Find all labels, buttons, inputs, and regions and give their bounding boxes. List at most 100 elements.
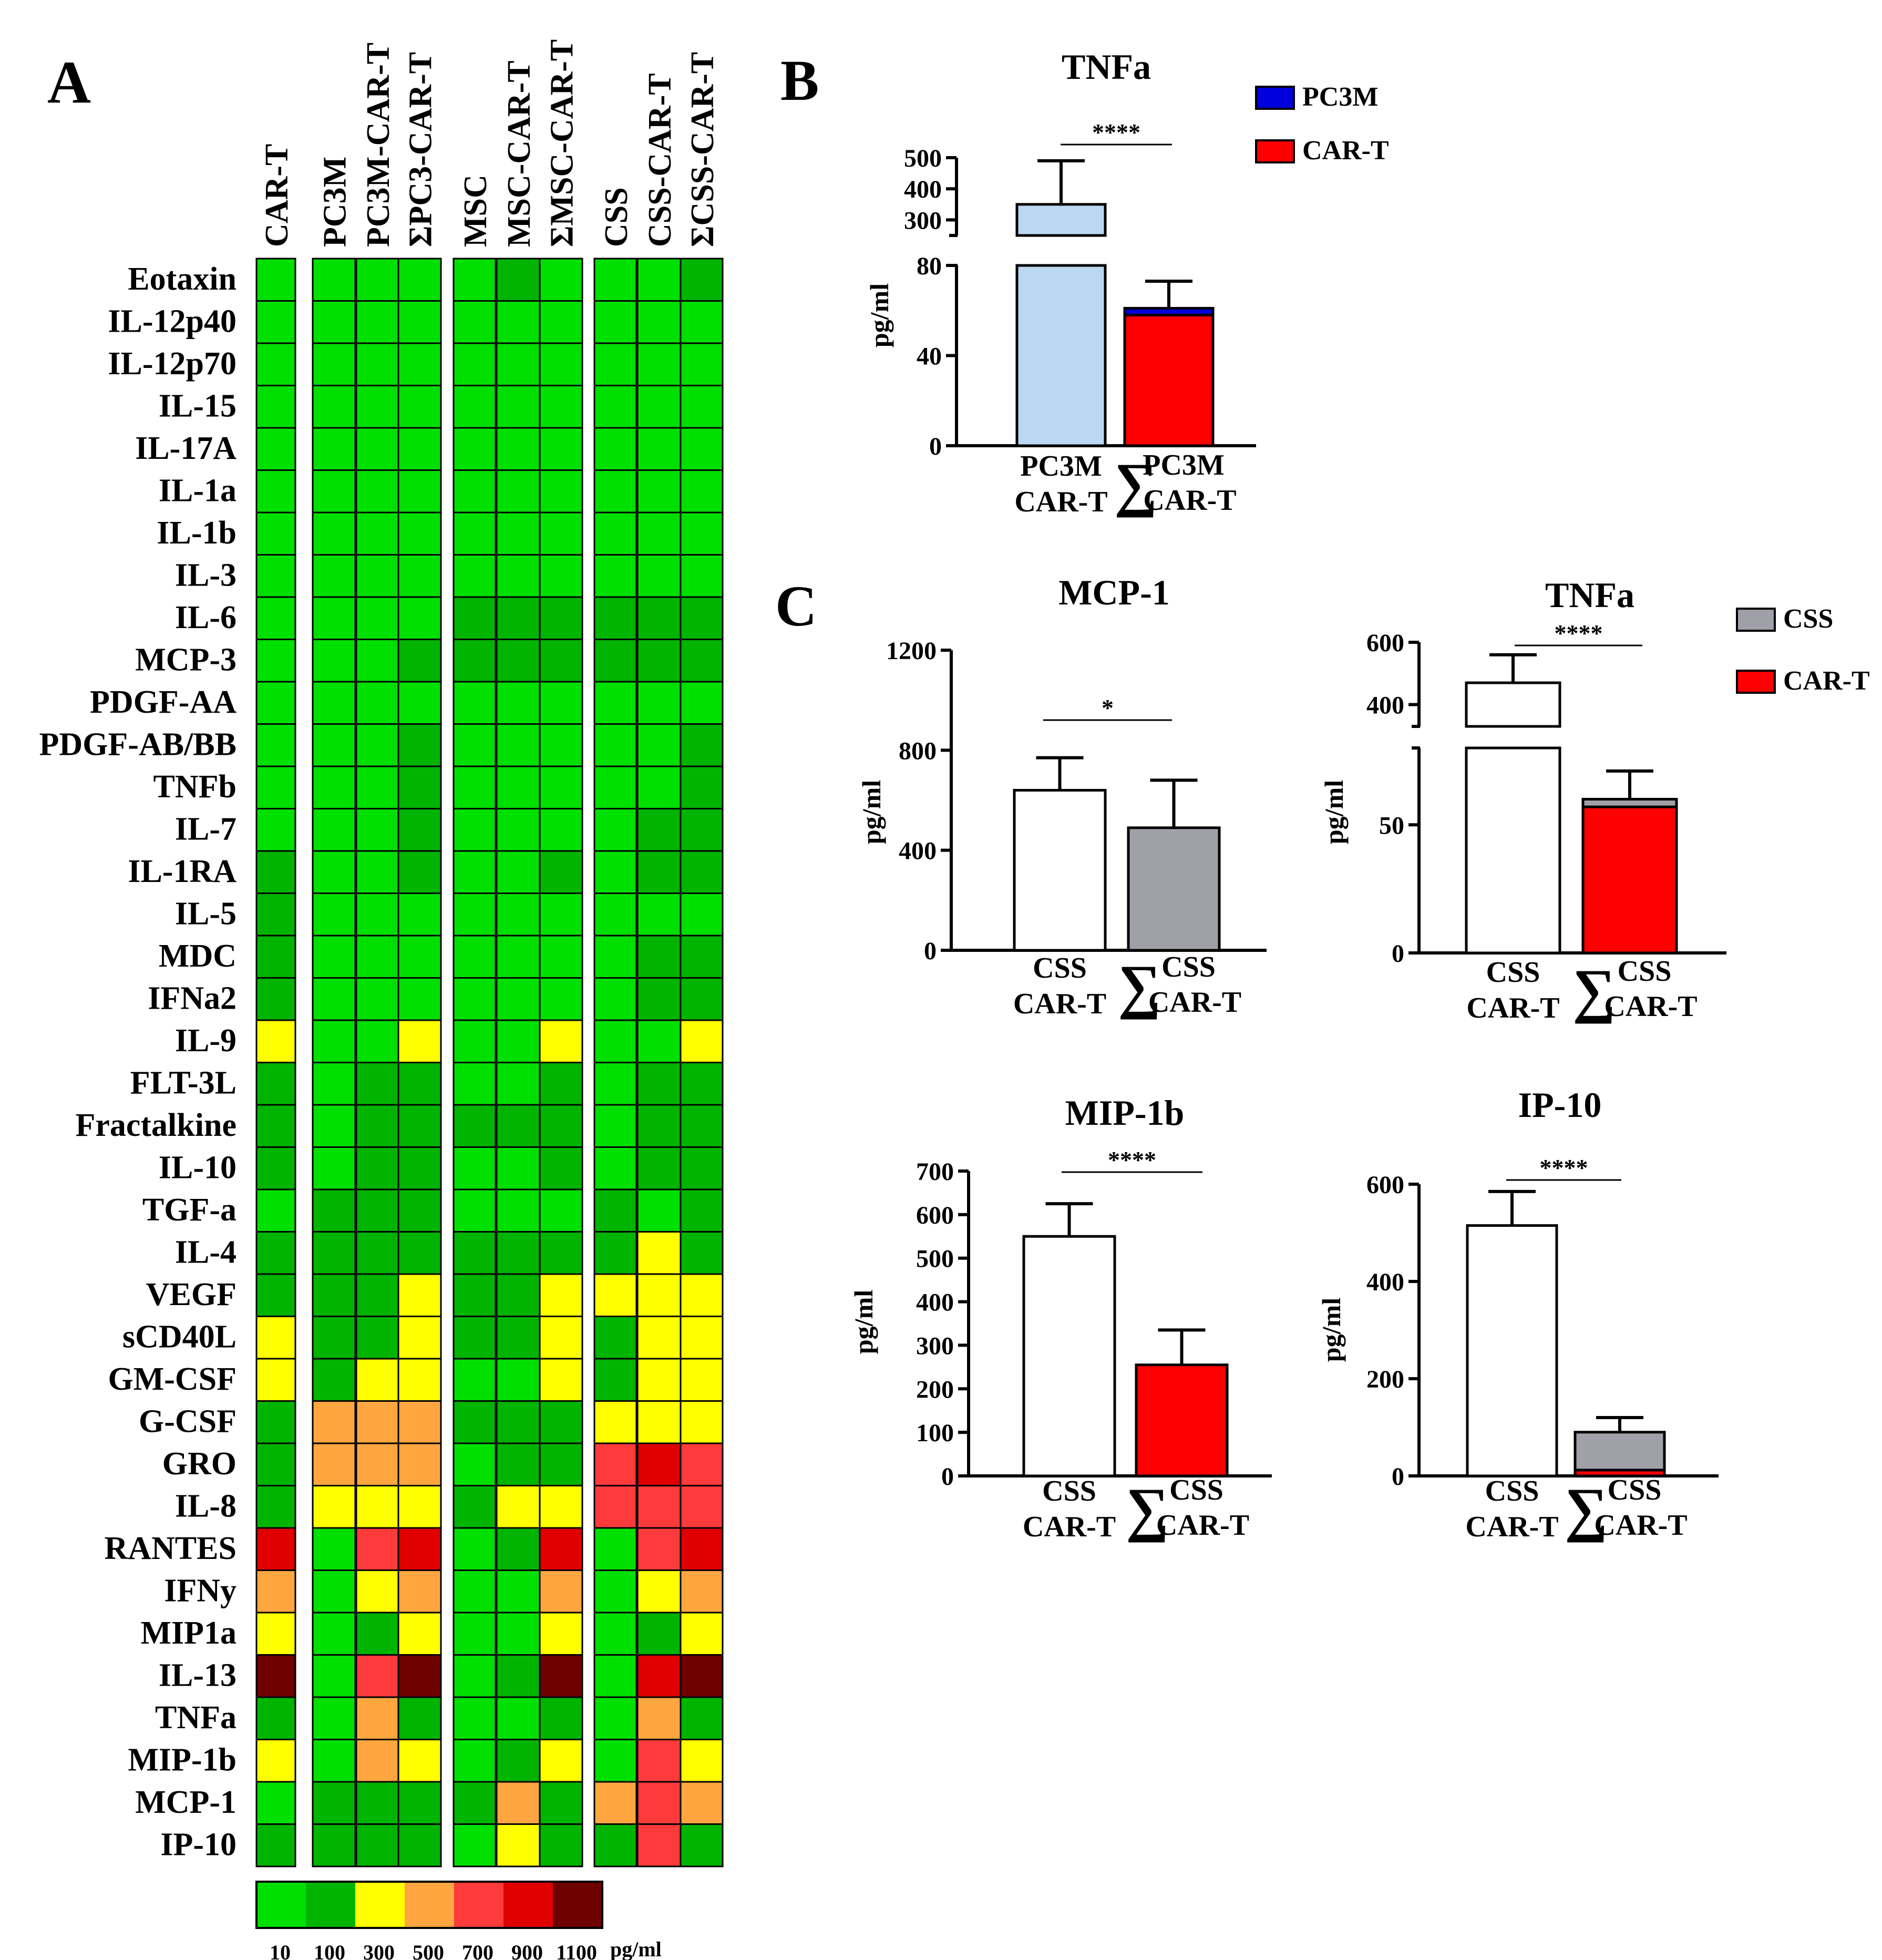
heatmap-cell-il-8-9 <box>680 1485 724 1529</box>
heatmap-cell-il-8-0 <box>255 1485 296 1529</box>
heatmap-cell-pdgf-ab-bb-4 <box>452 723 497 767</box>
heatmap-cell-il-1b-2 <box>355 511 399 556</box>
bar-segment-css <box>1581 798 1678 808</box>
heatmap-cell-il-1ra-9 <box>680 850 724 894</box>
heatmap-row-label: IL-10 <box>159 1150 236 1186</box>
heatmap-cell-ifna2-4 <box>452 977 497 1021</box>
heatmap-cell-il-6-6 <box>539 596 583 640</box>
heatmap-cell-il-4-9 <box>680 1231 724 1275</box>
x-category-label: CAR-T <box>1014 486 1107 518</box>
heatmap-cell-il-9-0 <box>255 1019 296 1063</box>
heatmap-cell-il-1ra-3 <box>397 850 442 894</box>
heatmap-cell-il-1ra-5 <box>496 850 541 894</box>
heatmap-cell-ifna2-7 <box>593 977 637 1021</box>
significance-marker: **** <box>1092 119 1140 146</box>
heatmap-cell-g-csf-1 <box>312 1400 356 1444</box>
heatmap-row-label: GRO <box>162 1446 236 1482</box>
heatmap-cell-il-17a-4 <box>452 427 497 471</box>
heatmap-cell-il-6-2 <box>355 596 399 640</box>
heatmap-cell-il-5-8 <box>636 892 682 937</box>
heatmap-cell-mcp-1-9 <box>680 1781 724 1825</box>
heatmap-cell-ifny-6 <box>539 1569 583 1614</box>
heatmap-cell-il-8-6 <box>539 1485 583 1529</box>
legend-swatch <box>1736 608 1776 632</box>
heatmap-column-label: CAR-T <box>259 144 295 247</box>
heatmap-cell-il-17a-3 <box>397 427 442 471</box>
heatmap-cell-il-12p40-4 <box>452 300 497 344</box>
heatmap-row-label: MCP-1 <box>135 1784 236 1820</box>
x-category-label: CSS <box>1033 952 1087 984</box>
heatmap-cell-il-17a-9 <box>680 427 724 471</box>
heatmap-cell-il-6-0 <box>255 596 296 640</box>
heatmap-cell-ip-10-8 <box>636 1823 682 1867</box>
heatmap-cell-tnfb-9 <box>680 765 724 809</box>
colorbar-swatch <box>454 1882 503 1928</box>
heatmap-cell-il-5-3 <box>397 892 442 937</box>
heatmap-cell-ifny-7 <box>593 1569 637 1614</box>
heatmap-cell-il-1ra-1 <box>312 850 356 894</box>
heatmap-cell-gm-csf-7 <box>593 1358 637 1402</box>
heatmap-cell-il-17a-5 <box>496 427 541 471</box>
heatmap-cell-il-3-4 <box>452 554 497 598</box>
heatmap-cell-mip1a-1 <box>312 1612 356 1656</box>
heatmap-cell-il-1b-8 <box>636 511 682 556</box>
bar-segment-combined <box>1465 746 1561 955</box>
heatmap-row-label: IL-17A <box>135 430 236 466</box>
y-axis-label: pg/ml <box>865 283 894 347</box>
heatmap-row-label: MIP1a <box>140 1615 236 1651</box>
heatmap-cell-mip-1b-0 <box>255 1739 296 1783</box>
heatmap-cell-tnfa-8 <box>636 1696 682 1740</box>
heatmap-cell-il-17a-8 <box>636 427 682 471</box>
heatmap-cell-il-5-4 <box>452 892 497 937</box>
heatmap-cell-gm-csf-1 <box>312 1358 356 1402</box>
colorbar-swatch <box>306 1882 355 1928</box>
heatmap-cell-scd40l-7 <box>593 1316 637 1360</box>
heatmap-cell-mdc-3 <box>397 935 442 979</box>
heatmap-row-label: IL-8 <box>175 1489 236 1524</box>
heatmap-cell-tgf-a-1 <box>312 1188 356 1233</box>
x-category-label: CSS <box>1042 1475 1096 1507</box>
heatmap-cell-il-1a-7 <box>593 469 637 514</box>
heatmap-cell-tnfa-6 <box>539 1696 583 1740</box>
heatmap-cell-il-8-3 <box>397 1485 442 1529</box>
bar-segment-combined <box>1015 264 1107 447</box>
heatmap-cell-il-12p40-7 <box>593 300 637 344</box>
heatmap-cell-il-15-1 <box>312 385 356 429</box>
heatmap-cell-il-7-7 <box>593 808 637 852</box>
heatmap-cell-pdgf-aa-8 <box>636 681 682 725</box>
heatmap-row-label: IL-3 <box>175 558 236 593</box>
heatmap-cell-rantes-7 <box>593 1527 637 1571</box>
heatmap-cell-il-4-8 <box>636 1231 682 1275</box>
heatmap-cell-mdc-1 <box>312 935 356 979</box>
heatmap-cell-il-1b-4 <box>452 511 497 556</box>
legend-swatch <box>1255 86 1295 110</box>
legend-label: CAR-T <box>1302 136 1389 166</box>
y-tick-label: 100 <box>916 1419 954 1447</box>
heatmap-cell-scd40l-2 <box>355 1316 399 1360</box>
heatmap-cell-il-12p40-5 <box>496 300 541 344</box>
heatmap-cell-eotaxin-4 <box>452 258 497 302</box>
heatmap-cell-vegf-8 <box>636 1273 682 1317</box>
bar-segment-combined <box>1015 203 1107 237</box>
heatmap-cell-il-10-8 <box>636 1146 682 1191</box>
legend-label: PC3M <box>1302 82 1378 112</box>
heatmap-cell-fractalkine-5 <box>496 1104 541 1148</box>
heatmap-cell-il-6-8 <box>636 596 682 640</box>
heatmap-cell-il-6-5 <box>496 596 541 640</box>
heatmap-cell-il-17a-6 <box>539 427 583 471</box>
colorbar-tick: 100 <box>314 1941 345 1960</box>
heatmap-cell-il-7-1 <box>312 808 356 852</box>
heatmap-cell-eotaxin-5 <box>496 258 541 302</box>
heatmap-cell-pdgf-aa-6 <box>539 681 583 725</box>
heatmap-cell-gro-0 <box>255 1442 296 1486</box>
heatmap-cell-g-csf-2 <box>355 1400 399 1444</box>
heatmap-cell-mcp-3-6 <box>539 639 583 683</box>
colorbar-tick: 10 <box>270 1941 291 1960</box>
heatmap-cell-mip-1b-6 <box>539 1739 583 1783</box>
heatmap-cell-fractalkine-4 <box>452 1104 497 1148</box>
heatmap-cell-il-10-2 <box>355 1146 399 1191</box>
heatmap-panel-a: Eotaxin IL-12p40 IL-12p70 IL-15 IL-17A IL-1a I… <box>39 39 724 1867</box>
